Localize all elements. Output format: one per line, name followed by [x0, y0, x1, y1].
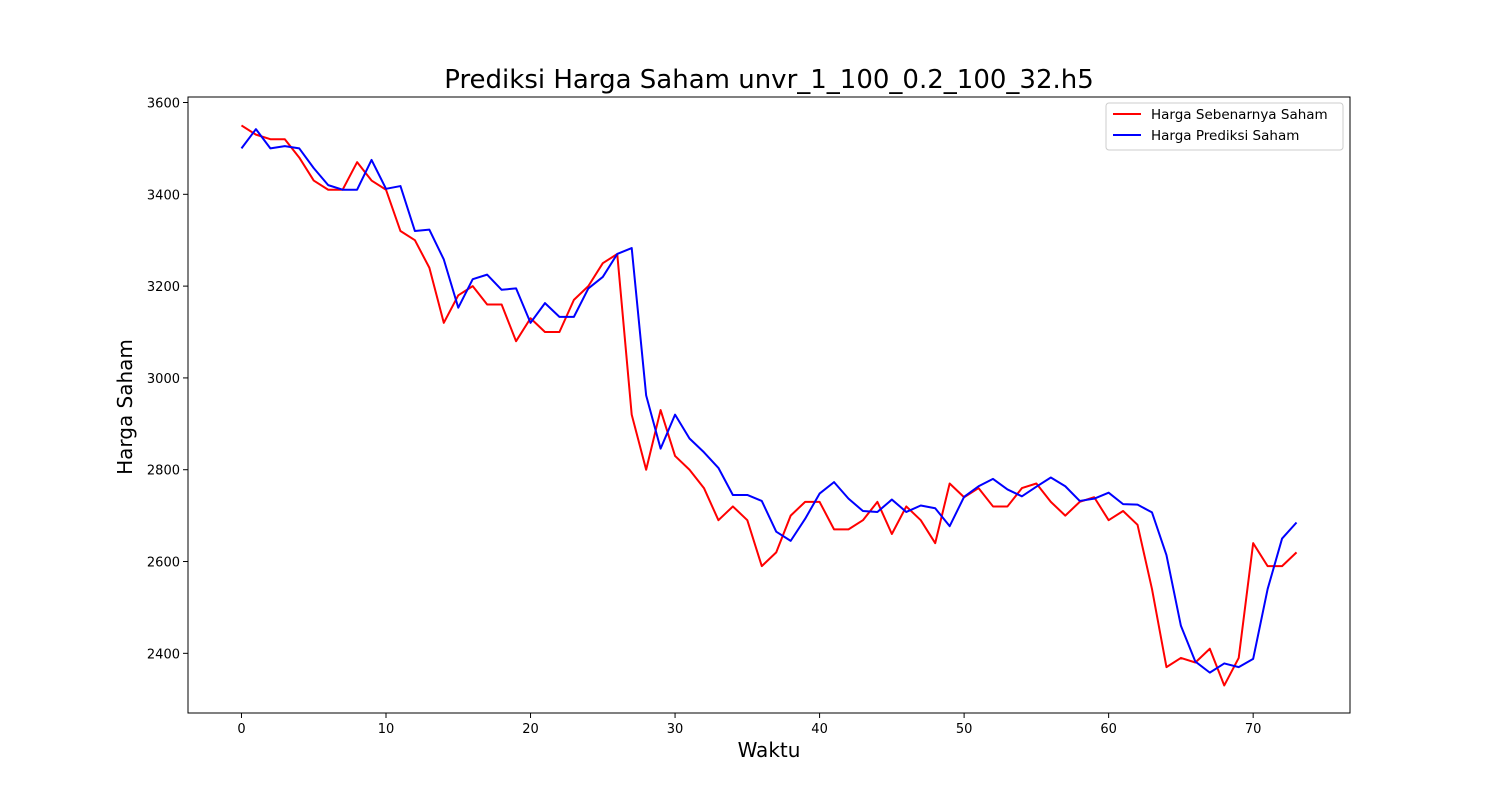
x-tick-label: 60	[1100, 722, 1117, 737]
x-tick-label: 10	[378, 722, 395, 737]
y-tick-label: 3400	[147, 188, 180, 203]
x-tick-label: 70	[1245, 722, 1262, 737]
y-axis-label: Harga Saham	[113, 339, 137, 475]
x-tick-label: 40	[811, 722, 828, 737]
legend-box	[1105, 102, 1344, 151]
x-tick-label: 20	[522, 722, 539, 737]
x-tick-label: 50	[956, 722, 973, 737]
series-lines	[240, 124, 1298, 687]
legend: Harga Sebenarnya Saham Harga Prediksi Sa…	[1105, 102, 1344, 151]
x-tick-label: 30	[667, 722, 684, 737]
y-tick-label: 2400	[147, 647, 180, 662]
y-tick-label: 2800	[147, 464, 180, 479]
series-line-predicted	[240, 128, 1298, 674]
x-axis: 0 10 20 30 40 50 60 70	[237, 713, 1261, 737]
x-axis-label: Waktu	[738, 738, 801, 762]
y-tick-label: 2600	[147, 556, 180, 571]
y-tick-label: 3000	[147, 372, 180, 387]
legend-label-actual: Harga Sebenarnya Saham	[1151, 107, 1328, 123]
series-line-actual	[240, 124, 1298, 687]
plot-area	[187, 96, 1351, 714]
x-tick-label: 0	[237, 722, 245, 737]
chart-title: Prediksi Harga Saham unvr_1_100_0.2_100_…	[444, 65, 1094, 95]
y-tick-label: 3200	[147, 280, 180, 295]
legend-label-predicted: Harga Prediksi Saham	[1151, 128, 1299, 144]
y-axis: 2400 2600 2800 3000 3200 3400 3600	[147, 97, 188, 662]
y-tick-label: 3600	[147, 97, 180, 112]
